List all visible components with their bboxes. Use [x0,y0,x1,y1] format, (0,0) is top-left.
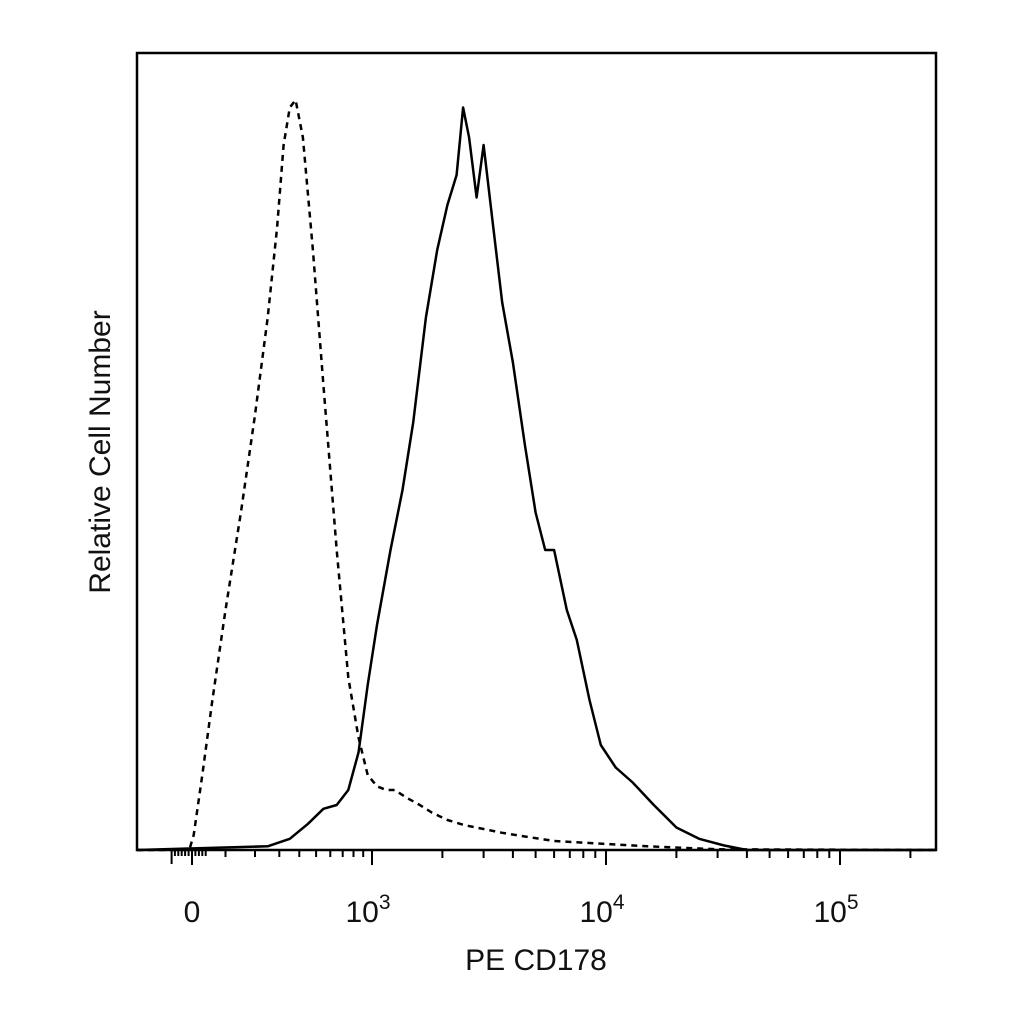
y-axis-label: Relative Cell Number [84,310,117,593]
x-tick-label: 105 [813,891,858,929]
x-axis-ticks [170,850,912,865]
series-layer [136,98,937,852]
plot-frame [135,51,938,852]
series-line-solid [136,106,936,852]
x-tick-label: 0 [184,896,201,929]
series-line-dashed [137,98,937,852]
x-tick-label: 103 [345,891,390,929]
x-axis-tick-labels: 0 103 104 105 [184,891,859,929]
x-tick-label: 104 [579,891,624,929]
x-axis-label: PE CD178 [465,944,607,977]
